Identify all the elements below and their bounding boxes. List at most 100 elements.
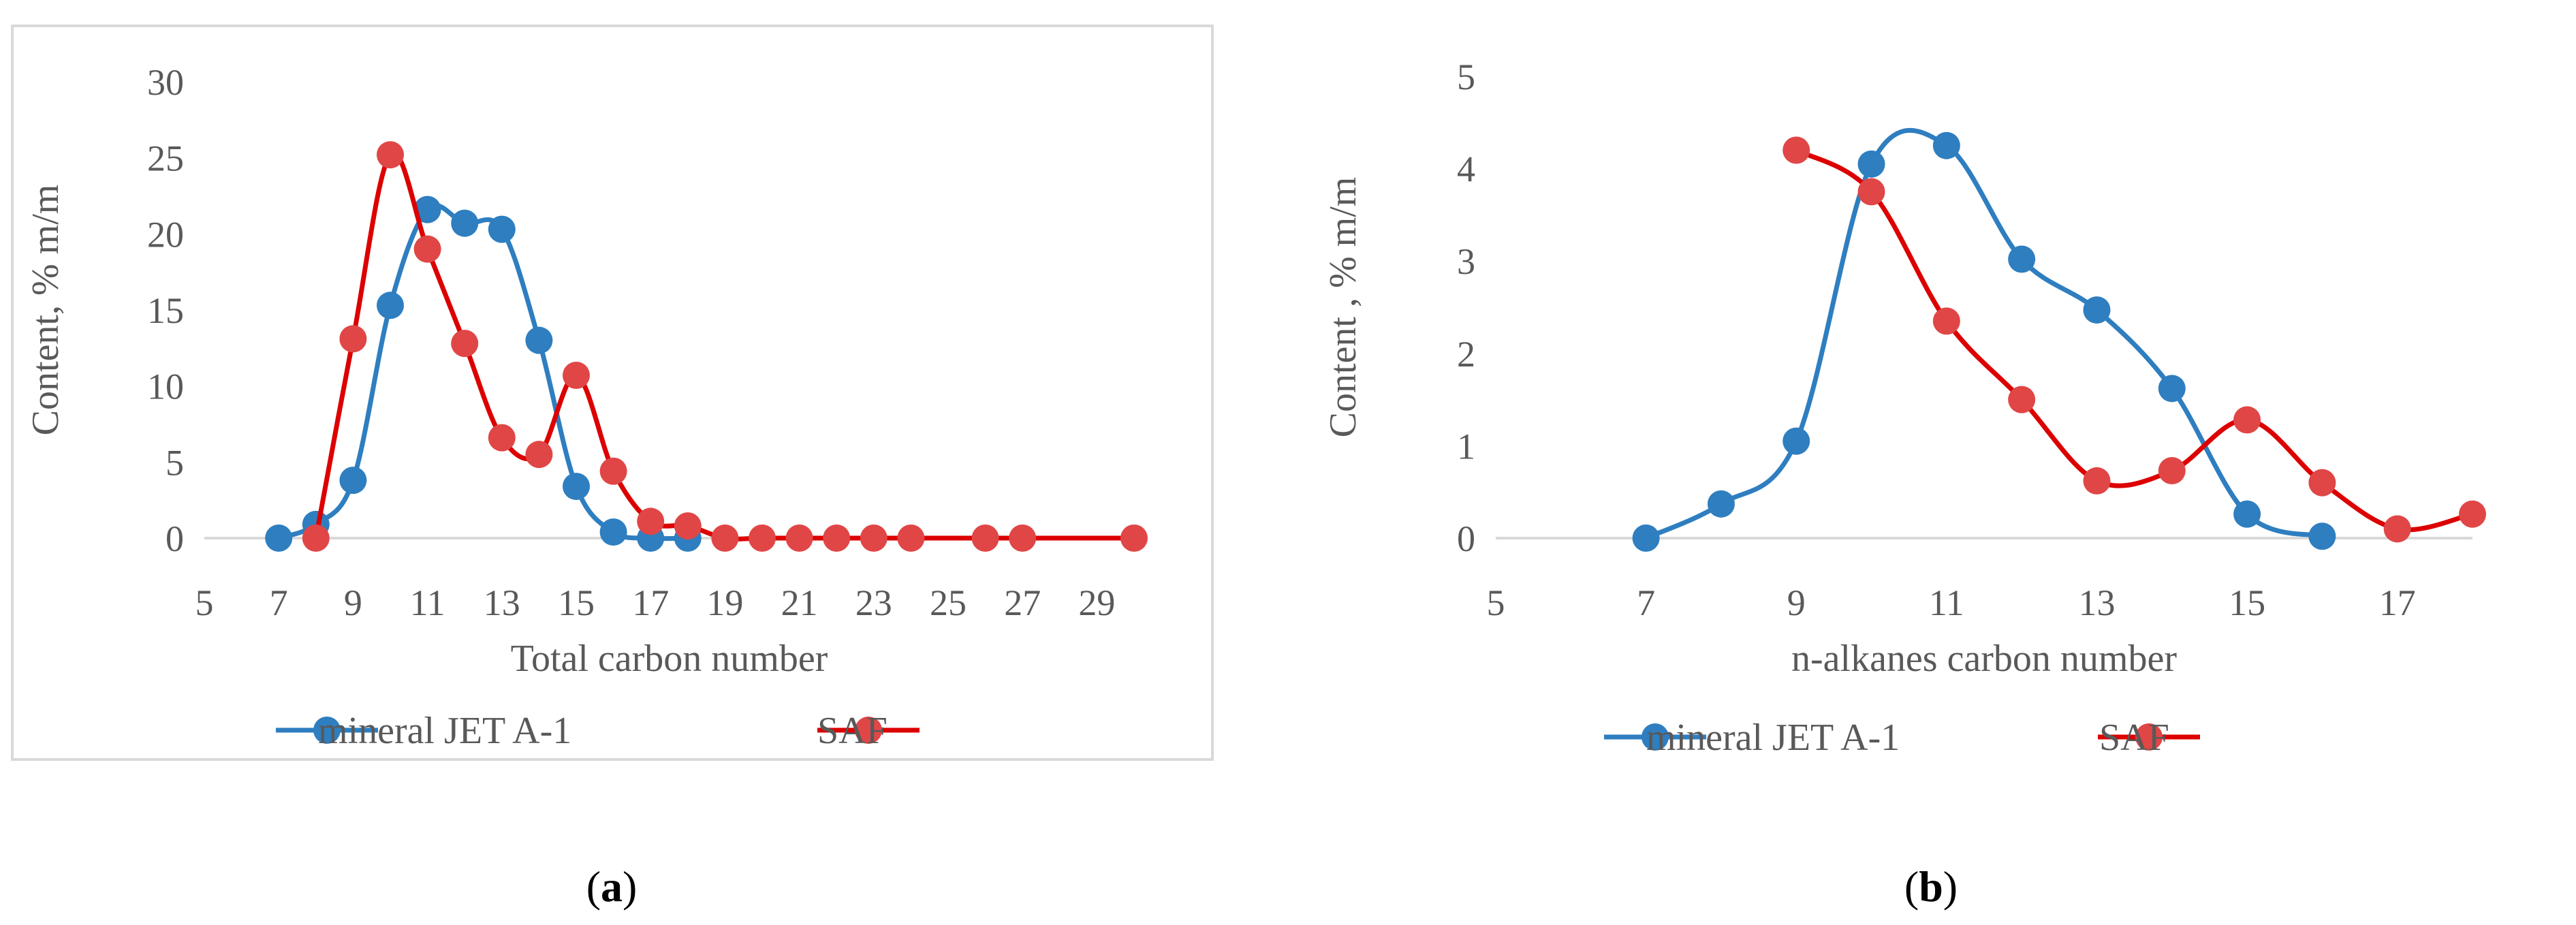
x-tick-label: 27: [1004, 582, 1041, 623]
legend-entry: mineral JET A-1: [276, 710, 571, 752]
data-point: [377, 141, 404, 169]
data-point: [563, 362, 590, 390]
y-tick-label: 20: [147, 214, 184, 255]
y-tick-label: 1: [1457, 426, 1475, 467]
legend-entry: SAF: [2098, 717, 2200, 759]
panel-label-b: b: [1919, 862, 1943, 911]
data-point: [413, 235, 441, 263]
panel-caption-b: (b): [1904, 862, 1958, 911]
panel-label-a: a: [601, 862, 623, 911]
data-point: [488, 424, 516, 452]
x-tick-label: 15: [2229, 582, 2265, 623]
x-tick-label: 5: [1487, 582, 1505, 623]
data-point: [599, 457, 627, 485]
data-point: [897, 524, 925, 552]
data-point: [1857, 178, 1885, 206]
y-tick-label: 0: [1457, 518, 1475, 559]
y-tick-label: 10: [147, 366, 184, 407]
y-tick-label: 5: [166, 442, 184, 483]
legend-label: SAF: [817, 710, 888, 752]
data-point: [2008, 386, 2036, 413]
data-point: [860, 524, 888, 552]
data-point: [488, 215, 516, 243]
data-point: [1932, 131, 1960, 159]
series-mineral-jet-a1: [1632, 127, 2336, 552]
x-tick-label: 11: [1929, 582, 1964, 623]
chart-frame: [11, 25, 1214, 761]
series-mineral-jet-a1: [265, 195, 702, 552]
x-tick-label: 17: [632, 582, 669, 623]
data-point: [2308, 469, 2336, 497]
data-point: [749, 524, 776, 552]
y-tick-label: 3: [1457, 241, 1475, 282]
y-tick-label: 5: [1457, 57, 1475, 97]
panel-caption-a: (a): [586, 862, 638, 911]
x-tick-label: 7: [1637, 582, 1655, 623]
data-point: [674, 512, 702, 540]
x-tick-label: 11: [410, 582, 445, 623]
legend-label: SAF: [2099, 717, 2169, 759]
data-point: [2308, 522, 2336, 550]
data-point: [339, 467, 367, 495]
data-point: [451, 330, 479, 358]
x-tick-label: 17: [2379, 582, 2416, 623]
data-point: [451, 209, 479, 237]
series-line: [1793, 147, 2475, 533]
chart-panel-b: 0 1 2 3 4 5 5 7 9 11 13 15 17 n-alkanes carbon number…: [1322, 57, 2486, 759]
y-axis-title: Content, % m/m: [25, 185, 67, 436]
series-line: [1644, 127, 2325, 541]
data-point: [785, 524, 813, 552]
data-point: [2008, 245, 2036, 273]
data-point: [525, 326, 553, 354]
y-tick-label: 0: [166, 518, 184, 559]
x-tick-label: 9: [1787, 582, 1806, 623]
x-axis-title: Total carbon number: [511, 638, 828, 680]
data-point: [711, 524, 739, 552]
data-point: [2158, 375, 2186, 403]
legend-label: mineral JET A-1: [318, 710, 571, 752]
legend-entry: SAF: [817, 710, 920, 752]
data-point: [265, 524, 293, 552]
y-tick-label: 4: [1457, 149, 1475, 190]
data-point: [2083, 296, 2111, 324]
data-point: [1857, 150, 1885, 178]
data-point: [302, 524, 330, 552]
x-tick-label: 13: [484, 582, 520, 623]
data-point: [599, 518, 627, 546]
data-point: [525, 441, 553, 469]
x-tick-label: 9: [344, 582, 362, 623]
data-point: [1782, 427, 1810, 455]
data-point: [563, 473, 590, 501]
legend-entry: mineral JET A-1: [1604, 717, 1900, 759]
legend-label: mineral JET A-1: [1646, 717, 1900, 759]
y-axis-title: Content , % m/m: [1322, 177, 1364, 438]
legend-marker: [313, 717, 341, 744]
x-axis-title: n-alkanes carbon number: [1791, 638, 2177, 680]
data-point: [1009, 524, 1037, 552]
x-tick-label: 21: [781, 582, 818, 623]
legend-marker: [1642, 723, 1669, 751]
data-point: [1120, 524, 1148, 552]
data-point: [2459, 500, 2486, 528]
y-tick-label: 15: [147, 290, 184, 331]
data-point: [377, 292, 404, 319]
y-tick-label: 2: [1457, 334, 1475, 375]
y-tick-label: 25: [147, 138, 184, 179]
data-point: [413, 195, 441, 223]
x-tick-label: 15: [558, 582, 595, 623]
data-point: [2233, 500, 2261, 528]
data-point: [1707, 490, 1735, 518]
data-point: [2083, 467, 2111, 495]
x-tick-label: 29: [1078, 582, 1115, 623]
legend-marker: [2135, 723, 2163, 751]
y-tick-label: 30: [147, 62, 184, 103]
data-point: [1782, 136, 1810, 164]
data-point: [1632, 524, 1660, 552]
data-point: [339, 325, 367, 353]
data-point: [1932, 307, 1960, 335]
data-point: [2383, 515, 2411, 543]
x-tick-label: 13: [2078, 582, 2115, 623]
data-point: [971, 524, 999, 552]
